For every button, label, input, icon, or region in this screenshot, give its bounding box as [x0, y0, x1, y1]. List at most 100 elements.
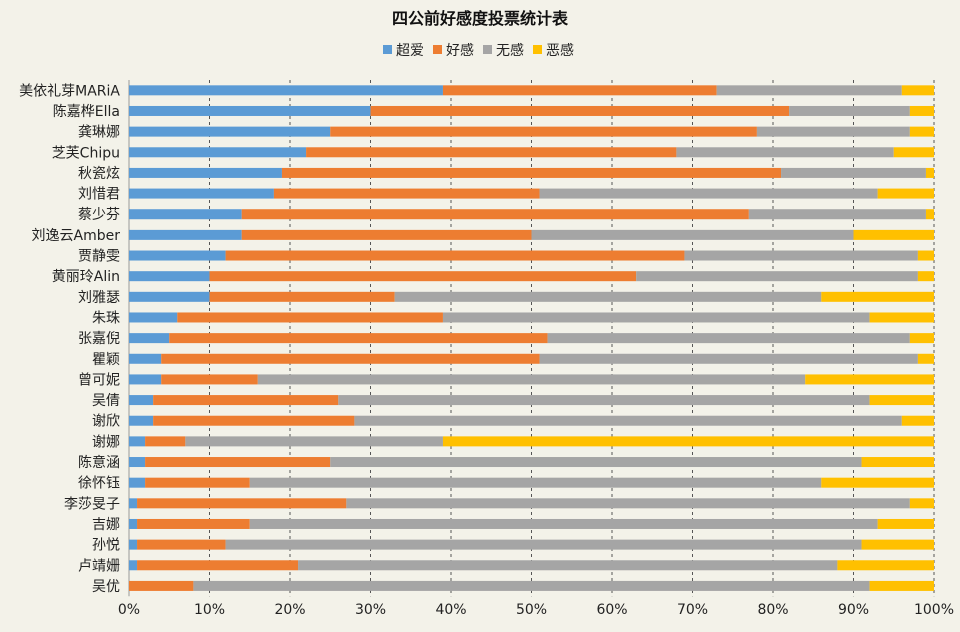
x-tick-label: 80% — [757, 602, 788, 618]
legend-label: 无感 — [496, 42, 524, 59]
bar-segment — [531, 229, 854, 240]
bar-segment — [869, 580, 934, 591]
bar-segment — [257, 374, 806, 385]
bar-segment — [153, 395, 339, 406]
category-label: 吴倩 — [92, 393, 120, 409]
category-label: 瞿颖 — [92, 352, 120, 368]
bar-segment — [442, 436, 934, 447]
bar-segment — [185, 436, 443, 447]
legend-label: 恶感 — [546, 42, 574, 59]
bar-segment — [909, 105, 934, 116]
category-label: 陈意涵 — [78, 454, 120, 471]
bar-segment — [748, 209, 926, 220]
category-label: 蔡少芬 — [78, 207, 120, 223]
bar-segment — [209, 271, 637, 282]
bar-segment — [684, 250, 918, 261]
bar-segment — [370, 105, 790, 116]
bar-segment — [306, 147, 677, 158]
x-tick-label: 40% — [435, 602, 466, 618]
category-label: 刘雅瑟 — [78, 290, 120, 306]
x-tick-label: 0% — [118, 602, 140, 618]
bar-segment — [249, 518, 878, 529]
bar-segment — [129, 188, 274, 199]
bar-segment — [756, 126, 910, 137]
category-label: 曾可妮 — [78, 372, 120, 388]
bar-segment — [676, 147, 894, 158]
bar-segment — [837, 560, 934, 571]
bar-segment — [129, 209, 242, 220]
legend-label: 超爱 — [396, 43, 424, 59]
x-tick-label: 10% — [194, 602, 225, 618]
bar-segment — [877, 188, 934, 199]
x-tick-label: 90% — [838, 602, 869, 618]
bar-segment — [716, 85, 902, 96]
category-label: 张嘉倪 — [78, 331, 120, 347]
bar-segment — [129, 395, 154, 406]
bar-segment — [153, 415, 355, 426]
bar-segment — [821, 477, 934, 488]
x-tick-label: 20% — [274, 602, 305, 618]
bar-segment — [547, 333, 910, 344]
bar-segment — [177, 312, 443, 323]
bar-segment — [129, 518, 138, 529]
bar-segment — [877, 518, 934, 529]
bar-segment — [137, 539, 226, 550]
bar-segment — [241, 229, 532, 240]
bar-segment — [330, 126, 757, 137]
x-tick-label: 60% — [596, 602, 627, 618]
bar-segment — [241, 209, 749, 220]
bar-segment — [917, 353, 934, 364]
bar-segment — [354, 415, 902, 426]
bar-segment — [129, 374, 162, 385]
bar-segment — [805, 374, 934, 385]
bar-segment — [129, 353, 162, 364]
bar-segment — [869, 395, 934, 406]
bar-segment — [209, 291, 395, 302]
category-label: 谢娜 — [92, 434, 120, 450]
bar-segment — [273, 188, 540, 199]
x-tick-label: 50% — [516, 602, 547, 618]
bar-segment — [129, 498, 138, 509]
bar-segment — [338, 395, 870, 406]
legend-label: 好感 — [446, 42, 474, 59]
bar-segment — [137, 518, 250, 529]
bar-segment — [249, 477, 822, 488]
bar-segment — [861, 457, 934, 468]
legend: 超爱 好感 无感 恶感 — [383, 42, 574, 59]
x-axis-ticks: 0% 10% 20% 30% 40% 50% 60% 70% 80% 90% 100% — [118, 602, 954, 618]
bar-segment — [853, 229, 934, 240]
x-tick-label: 100% — [914, 602, 954, 618]
bar-segment — [925, 209, 934, 220]
bar-segment — [161, 353, 540, 364]
bar-segment — [225, 250, 685, 261]
bar-segment — [129, 126, 331, 137]
bar-segment — [129, 105, 371, 116]
category-label: 龚琳娜 — [78, 125, 120, 141]
bar-segment — [129, 229, 242, 240]
bar-segment — [137, 498, 347, 509]
bar-segment — [129, 312, 178, 323]
bar-segment — [129, 477, 146, 488]
bar-segment — [901, 85, 934, 96]
bar-segment — [129, 436, 146, 447]
x-tick-label: 30% — [355, 602, 386, 618]
category-label: 刘惜君 — [78, 187, 120, 203]
category-label: 美依礼芽MARiA — [19, 83, 120, 99]
category-label: 李莎旻子 — [64, 496, 120, 512]
bar-segment — [298, 560, 838, 571]
bar-segment — [346, 498, 910, 509]
bar-segment — [193, 580, 870, 591]
category-label: 谢欣 — [92, 414, 120, 430]
bar-segment — [893, 147, 934, 158]
category-label: 秋瓷炫 — [78, 166, 120, 182]
category-label: 刘逸云Amber — [32, 228, 121, 244]
bar-segment — [129, 85, 443, 96]
bar-segment — [909, 498, 934, 509]
bar-segment — [129, 291, 210, 302]
legend-swatch — [433, 45, 442, 54]
category-label: 朱珠 — [92, 310, 120, 326]
bar-segment — [636, 271, 918, 282]
bar-segment — [330, 457, 862, 468]
